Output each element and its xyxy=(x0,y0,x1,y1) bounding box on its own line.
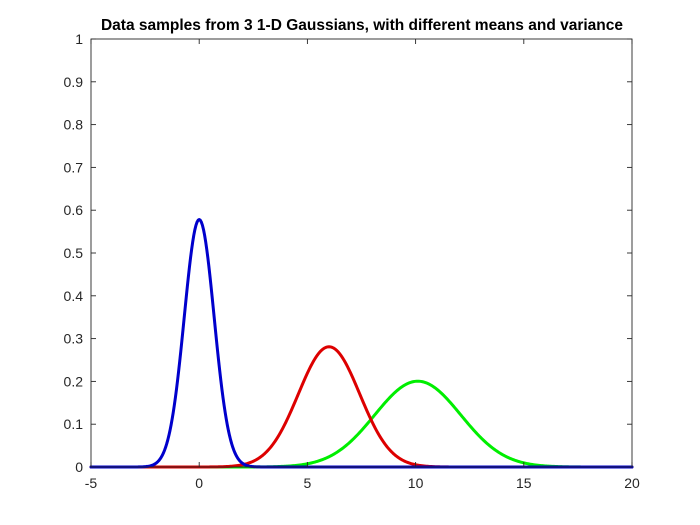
y-tick-label: 0 xyxy=(75,459,83,475)
y-tick-label: 0.3 xyxy=(64,331,84,347)
y-tick-label: 0.5 xyxy=(64,245,84,261)
y-tick-label: 0.8 xyxy=(64,117,84,133)
y-tick-label: 0.6 xyxy=(64,202,84,218)
x-axis: -5 0 5 10 15 20 xyxy=(85,39,640,491)
x-tick-label: 15 xyxy=(516,475,532,491)
y-tick-label: 1 xyxy=(75,31,83,47)
y-tick-label: 0.7 xyxy=(64,159,84,175)
y-axis: 0 0.1 0.2 0.3 0.4 0.5 0.6 0.7 0.8 0.9 1 xyxy=(64,31,632,475)
y-tick-label: 0.4 xyxy=(64,288,84,304)
chart-title: Data samples from 3 1-D Gaussians, with … xyxy=(101,17,623,34)
plot-area xyxy=(91,39,632,467)
x-tick-label: 10 xyxy=(408,475,424,491)
y-tick-label: 0.9 xyxy=(64,74,84,90)
x-tick-label: 5 xyxy=(304,475,312,491)
y-tick-label: 0.2 xyxy=(64,373,84,389)
x-tick-label: -5 xyxy=(85,475,98,491)
y-tick-label: 0.1 xyxy=(64,416,84,432)
x-tick-label: 20 xyxy=(624,475,640,491)
x-tick-label: 0 xyxy=(195,475,203,491)
